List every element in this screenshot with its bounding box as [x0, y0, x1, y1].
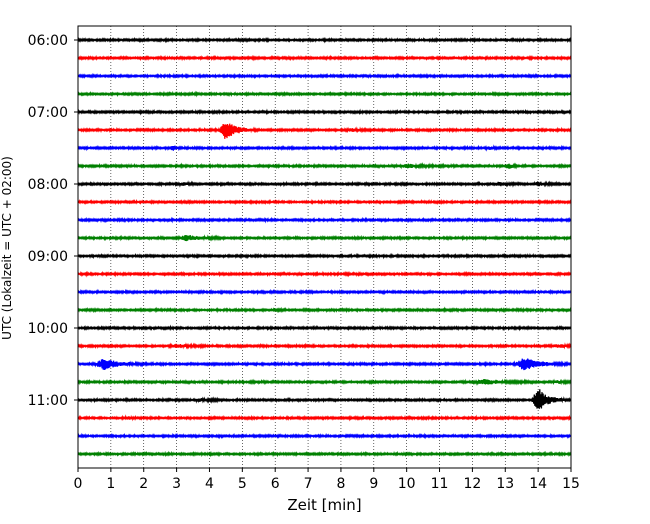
- trace-line: [77, 432, 572, 440]
- x-tick-label: 5: [238, 476, 247, 492]
- x-tick-label: 15: [562, 476, 580, 492]
- trace-line: [77, 144, 572, 152]
- trace-line: [77, 342, 572, 350]
- trace-line: [77, 252, 572, 260]
- x-tick-label: 13: [496, 476, 514, 492]
- x-axis-label: Zeit [min]: [287, 496, 361, 514]
- x-tick-label: 0: [74, 476, 83, 492]
- trace-line: [77, 414, 572, 422]
- x-tick-label: 3: [172, 476, 181, 492]
- y-axis-ticks: 06:00 07:00 08:00 09:00 10:00 11:00: [28, 33, 78, 409]
- trace-line: [77, 198, 572, 206]
- x-tick-label: 8: [336, 476, 345, 492]
- y-tick-label: 08:00: [28, 177, 68, 193]
- trace-line: [77, 234, 572, 242]
- x-tick-label: 12: [463, 476, 481, 492]
- trace-line: [77, 72, 572, 80]
- x-tick-label: 9: [369, 476, 378, 492]
- trace-line: [77, 378, 572, 386]
- trace-line: [77, 162, 572, 170]
- trace-line: [77, 123, 572, 139]
- trace-lines: [77, 36, 572, 458]
- y-tick-label: 07:00: [28, 105, 68, 121]
- x-tick-label: 7: [304, 476, 313, 492]
- trace-line: [77, 288, 572, 296]
- y-tick-label: 10:00: [28, 321, 68, 337]
- trace-line: [77, 270, 572, 278]
- x-tick-label: 10: [398, 476, 416, 492]
- trace-line: [77, 324, 572, 332]
- plot-frame: [77, 25, 572, 469]
- trace-line: [77, 90, 572, 98]
- trace-line: [77, 216, 572, 224]
- trace-line: [77, 54, 572, 62]
- x-tick-label: 11: [431, 476, 449, 492]
- trace-line: [77, 450, 572, 458]
- trace-line: [77, 306, 572, 314]
- x-tick-label: 14: [529, 476, 547, 492]
- trace-line: [77, 108, 572, 116]
- x-axis-ticks: 0 1 2 3 4 5 6 7 8 9 10 11 12 13 14 15: [74, 468, 580, 492]
- trace-line: [77, 180, 572, 188]
- y-tick-label: 06:00: [28, 33, 68, 49]
- trace-line: [77, 36, 572, 44]
- trace-line: [77, 389, 572, 409]
- y-axis-label: UTC (Lokalzeit = UTC + 02:00): [0, 156, 14, 340]
- x-tick-label: 6: [271, 476, 280, 492]
- x-tick-label: 1: [106, 476, 115, 492]
- x-tick-label: 4: [205, 476, 214, 492]
- trace-line: [77, 358, 572, 371]
- y-tick-label: 11:00: [28, 393, 68, 409]
- y-tick-label: 09:00: [28, 249, 68, 265]
- x-tick-label: 2: [139, 476, 148, 492]
